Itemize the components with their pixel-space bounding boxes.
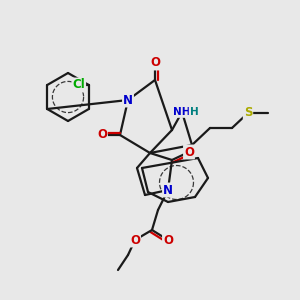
Text: O: O [150,56,160,70]
Text: O: O [97,128,107,142]
Text: O: O [184,146,194,158]
Text: O: O [163,233,173,247]
Text: O: O [130,233,140,247]
Text: Cl: Cl [72,79,85,92]
Text: H: H [190,107,198,117]
Text: NH: NH [173,107,191,117]
Text: N: N [163,184,173,196]
Text: S: S [244,106,252,119]
Text: N: N [123,94,133,106]
